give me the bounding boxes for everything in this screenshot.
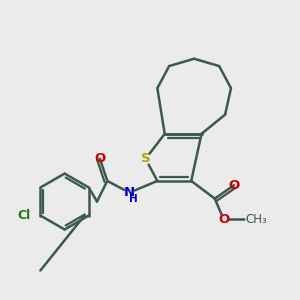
Text: N: N: [124, 186, 135, 199]
Text: H: H: [129, 194, 138, 204]
Text: Cl: Cl: [18, 209, 31, 222]
Text: O: O: [94, 152, 106, 165]
Text: O: O: [218, 213, 229, 226]
Text: S: S: [141, 152, 150, 165]
Text: O: O: [228, 179, 239, 192]
Text: CH₃: CH₃: [246, 213, 267, 226]
